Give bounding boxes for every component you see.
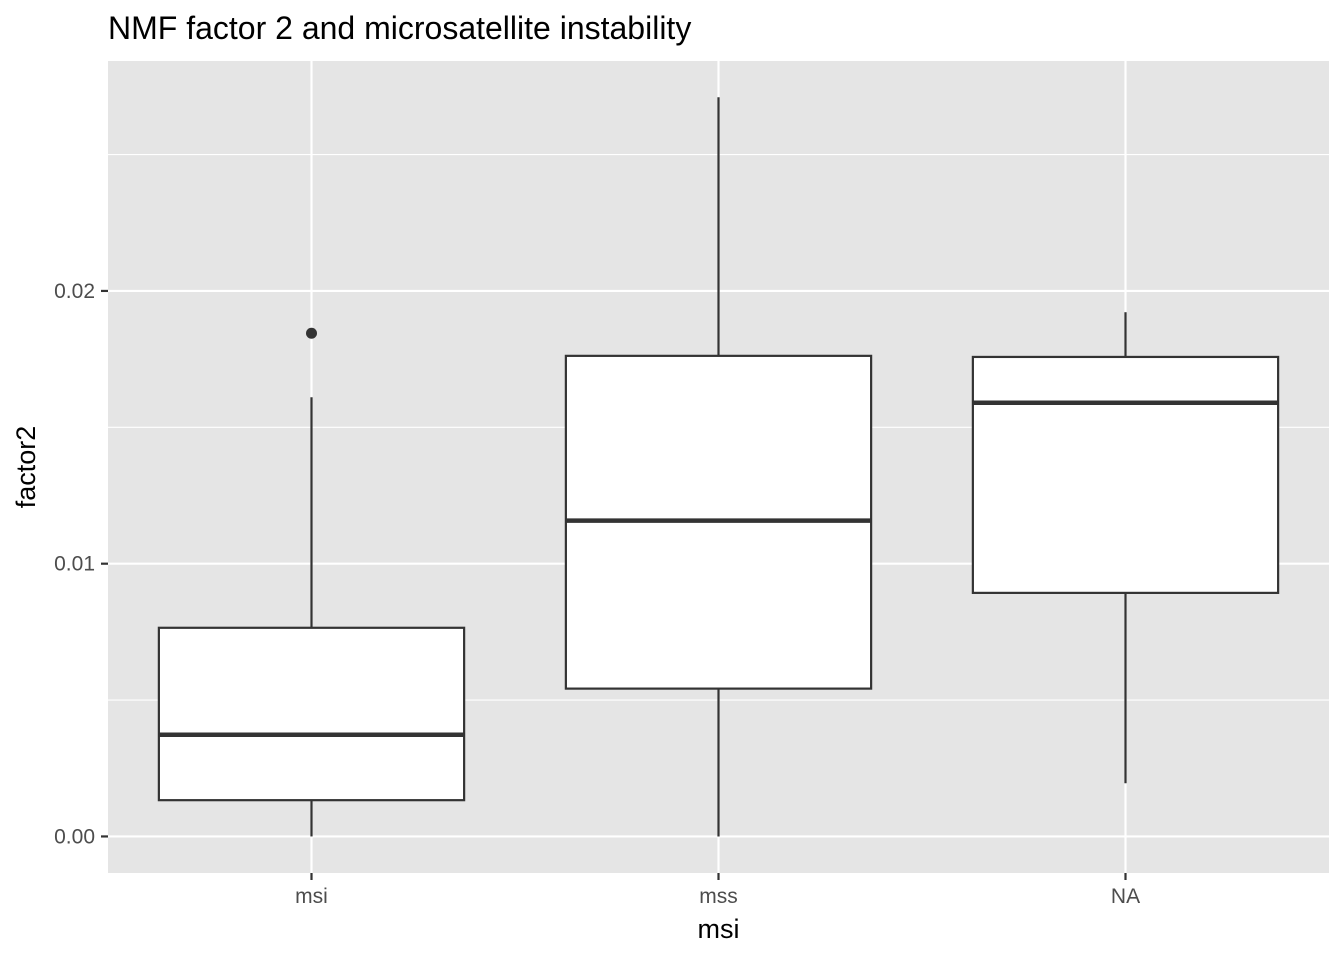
x-axis-title: msi: [698, 914, 740, 944]
x-tick-label: mss: [699, 885, 738, 908]
box-msi: [157, 327, 466, 837]
iqr-box: [971, 355, 1280, 594]
outlier-point: [306, 327, 317, 339]
x-axis: msi mss NA: [295, 873, 1140, 908]
y-axis: 0.00 0.01 0.02: [54, 280, 108, 848]
y-axis-title: factor2: [11, 426, 41, 509]
box-mss: [564, 97, 873, 837]
x-tick-label: msi: [295, 885, 328, 908]
y-tick-label: 0.00: [54, 825, 95, 848]
boxplot-series: [157, 97, 1280, 837]
x-tick-label: NA: [1111, 885, 1140, 908]
y-tick-label: 0.02: [54, 280, 95, 303]
y-tick-label: 0.01: [54, 553, 95, 576]
box-na: [971, 312, 1280, 784]
chart-title: NMF factor 2 and microsatellite instabil…: [108, 10, 691, 46]
iqr-box: [157, 626, 466, 802]
